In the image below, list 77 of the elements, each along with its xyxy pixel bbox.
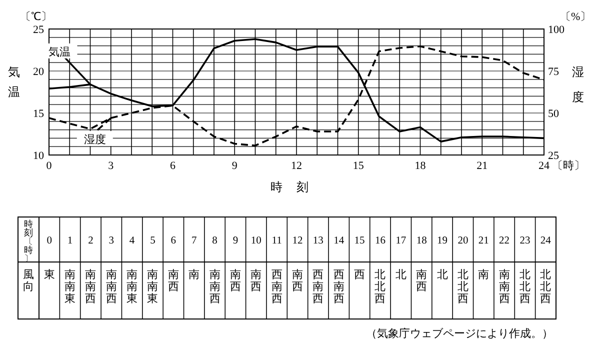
x-axis-title: 時刻 xyxy=(270,180,322,194)
legend-label: 湿度 xyxy=(84,133,106,146)
text: 〔℃〕 xyxy=(20,11,52,23)
y2-axis-title: 湿度 xyxy=(572,65,584,104)
x-tick-label: 5 xyxy=(150,236,156,246)
text: 〔%〕 xyxy=(560,11,592,23)
text: 西 xyxy=(354,269,366,281)
text: （気象庁ウェブページにより作成。） xyxy=(366,327,553,340)
text: 南南西 xyxy=(498,269,510,305)
text: 北北西 xyxy=(540,269,552,305)
x-tick-label: 9 xyxy=(232,160,238,172)
x-tick-label: 4 xyxy=(129,236,136,246)
x-tick-label: 21 xyxy=(478,236,489,246)
x-tick-label: 12 xyxy=(291,160,302,172)
x-tick-label: 17 xyxy=(396,236,406,246)
y-tick-label: 15 xyxy=(33,108,44,120)
y-tick-label: 風向 xyxy=(23,269,34,293)
x-tick-label: 12 xyxy=(292,236,303,246)
x-tick-label: 21 xyxy=(476,160,488,172)
text: 南西 xyxy=(416,269,428,293)
text: 南南西 xyxy=(106,269,117,305)
y2-tick-label: 100 xyxy=(548,24,565,36)
x-tick-label: 3 xyxy=(108,236,114,246)
text: 南西 xyxy=(250,269,262,293)
text: 南西 xyxy=(168,269,179,293)
x-tick-label: 14 xyxy=(334,236,345,246)
text: 南西 xyxy=(230,269,241,293)
x-tick-label: 2 xyxy=(88,236,94,246)
text: 北 xyxy=(395,269,406,281)
text: 気温 xyxy=(48,46,70,58)
text: 南 xyxy=(188,269,200,281)
text: 北 xyxy=(436,269,448,281)
x-tick-label: 8 xyxy=(212,236,218,246)
text: 〔時〕 xyxy=(552,159,585,172)
text: 北北西 xyxy=(374,269,386,305)
text: 南南東 xyxy=(64,269,76,305)
text: 南南西 xyxy=(85,269,96,305)
y-tick-label: 20 xyxy=(33,66,44,78)
x-tick-label: 18 xyxy=(414,160,426,172)
text: 南南東 xyxy=(147,269,158,305)
x-tick-label: 11 xyxy=(272,236,282,246)
x-tick-label: 23 xyxy=(520,236,530,246)
x-tick-label: 24 xyxy=(540,236,552,246)
x-tick-label: 18 xyxy=(416,236,427,246)
x-tick-label: 22 xyxy=(499,236,510,246)
y-tick-label: 10 xyxy=(33,150,44,162)
text: 東 xyxy=(44,269,55,281)
x-tick-label: 16 xyxy=(374,236,386,246)
text: 西南西 xyxy=(312,269,324,305)
x-tick-label: 20 xyxy=(458,236,468,246)
x-tick-label: 24 xyxy=(538,160,550,172)
text: 西南西 xyxy=(271,269,282,305)
x-tick-label: 6 xyxy=(170,160,176,172)
x-tick-label: 6 xyxy=(170,236,176,246)
x-tick-label: 15 xyxy=(352,160,364,172)
text: 北北西 xyxy=(457,269,468,305)
x-tick-label: 1 xyxy=(67,236,73,246)
y2-tick-label: 25 xyxy=(548,150,560,162)
y2-tick-label: 50 xyxy=(548,108,560,120)
x-tick-label: 13 xyxy=(312,236,324,246)
x-tick-label: 3 xyxy=(108,160,114,172)
text: 南南西 xyxy=(209,269,220,305)
text: 南 xyxy=(478,269,490,281)
y-tick-label: 25 xyxy=(33,24,44,36)
x-tick-label: 7 xyxy=(191,236,197,246)
x-tick-label: 10 xyxy=(250,236,262,246)
x-tick-label: 15 xyxy=(354,236,365,246)
x-tick-label: 9 xyxy=(232,236,238,246)
y-axis-title: 気温 xyxy=(8,65,20,99)
text: 北北西 xyxy=(519,269,530,305)
x-tick-label: 0 xyxy=(46,160,52,172)
text: 西南西 xyxy=(333,269,344,305)
text: 南西 xyxy=(292,269,303,293)
text: 南南東 xyxy=(126,269,138,305)
x-tick-label: 0 xyxy=(46,236,52,246)
x-tick-label: 19 xyxy=(437,236,448,246)
y2-tick-label: 75 xyxy=(548,66,560,78)
